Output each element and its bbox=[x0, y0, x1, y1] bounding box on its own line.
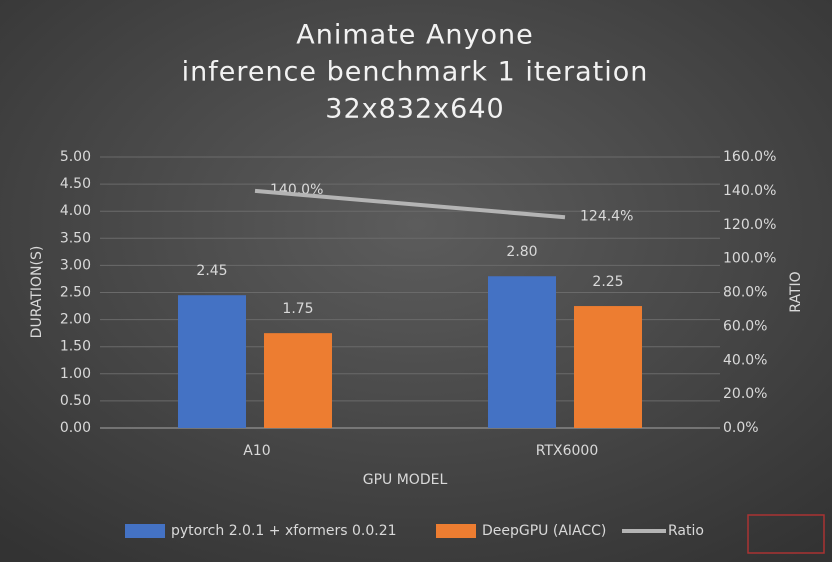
chart-title: Animate Anyone bbox=[296, 20, 534, 51]
data-label: 2.25 bbox=[592, 274, 623, 290]
y2-tick-label: 40.0% bbox=[723, 352, 767, 368]
y-tick-label: 5.00 bbox=[60, 149, 91, 165]
legend-swatch bbox=[436, 524, 476, 538]
chart-title: 32x832x640 bbox=[325, 94, 504, 125]
y-tick-label: 4.00 bbox=[60, 203, 91, 219]
y2-tick-label: 80.0% bbox=[723, 285, 767, 301]
y2-tick-label: 60.0% bbox=[723, 318, 767, 334]
y2-tick-label: 100.0% bbox=[723, 251, 776, 267]
data-label: 124.4% bbox=[580, 208, 633, 224]
y2-tick-label: 120.0% bbox=[723, 217, 776, 233]
y-tick-label: 2.50 bbox=[60, 285, 91, 301]
y-tick-label: 2.00 bbox=[60, 312, 91, 328]
legend-label: pytorch 2.0.1 + xformers 0.0.21 bbox=[171, 523, 397, 539]
y2-tick-label: 140.0% bbox=[723, 183, 776, 199]
watermark bbox=[747, 514, 825, 554]
y-axis-title: DURATION(S) bbox=[29, 246, 45, 339]
x-axis-title: GPU MODEL bbox=[363, 472, 448, 488]
y2-tick-label: 160.0% bbox=[723, 149, 776, 165]
y-tick-label: 0.00 bbox=[60, 420, 91, 436]
chart-title: inference benchmark 1 iteration bbox=[182, 57, 649, 88]
bar bbox=[264, 333, 332, 428]
bar bbox=[488, 276, 556, 428]
x-tick-label: A10 bbox=[243, 443, 270, 459]
x-tick-label: RTX6000 bbox=[536, 443, 598, 459]
y-tick-label: 3.00 bbox=[60, 257, 91, 273]
bar bbox=[574, 306, 642, 428]
data-label: 2.80 bbox=[506, 244, 537, 260]
ratio-line bbox=[254, 188, 566, 220]
legend-label: Ratio bbox=[668, 523, 704, 539]
y2-axis-title: RATIO bbox=[788, 271, 804, 312]
legend-label: DeepGPU (AIACC) bbox=[482, 523, 606, 539]
y2-tick-label: 0.0% bbox=[723, 420, 759, 436]
legend-swatch bbox=[125, 524, 165, 538]
y-tick-label: 1.50 bbox=[60, 339, 91, 355]
y-tick-label: 3.50 bbox=[60, 230, 91, 246]
bar bbox=[178, 295, 246, 428]
y-tick-label: 0.50 bbox=[60, 393, 91, 409]
data-label: 2.45 bbox=[196, 263, 227, 279]
y2-tick-label: 20.0% bbox=[723, 386, 767, 402]
data-label: 1.75 bbox=[282, 301, 313, 317]
y-tick-label: 1.00 bbox=[60, 366, 91, 382]
y-tick-label: 4.50 bbox=[60, 176, 91, 192]
